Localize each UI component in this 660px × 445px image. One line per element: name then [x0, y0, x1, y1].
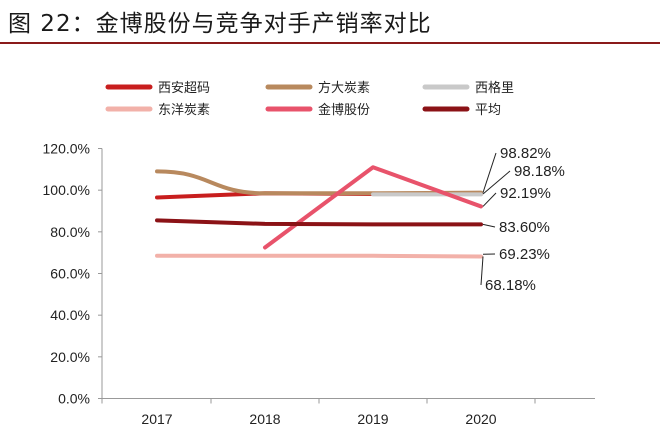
y-tick-label: 100.0% [43, 182, 90, 198]
annotation-leader [482, 223, 496, 228]
annotation-leader [482, 152, 497, 193]
legend-label: 金博股份 [318, 102, 370, 117]
annotation-leader [480, 256, 484, 286]
annotation-label: 92.19% [500, 185, 551, 202]
legend-label: 西安超码 [158, 80, 210, 95]
annotation-label: 69.23% [499, 246, 550, 263]
legend-label: 方大炭素 [318, 80, 370, 95]
y-tick-label: 80.0% [50, 224, 90, 240]
figure-title: 图 22：金博股份与竞争对手产销率对比 [8, 11, 432, 37]
legend-label: 东洋炭素 [158, 102, 210, 117]
annotation-leader [482, 192, 497, 207]
annotations: 98.82%98.18% 92.19% 83.60% 69.23% 68.18% [480, 145, 565, 294]
x-tick-label: 2018 [249, 411, 280, 427]
annotation-label: 68.18% [485, 277, 536, 294]
annotation-label: 98.18% [514, 163, 565, 180]
axes: 0.0% 20.0% 40.0% 60.0% 80.0% 100.0% 120.0% 2017… [43, 141, 595, 427]
x-tick-label: 2017 [141, 411, 172, 427]
annotation-label: 98.82% [500, 145, 551, 162]
annotation-leader [482, 170, 511, 195]
y-tick-label: 20.0% [50, 349, 90, 365]
annotation-label: 83.60% [499, 219, 550, 236]
series-line [155, 218, 483, 227]
y-tick-label: 120.0% [43, 141, 90, 157]
x-tick-label: 2019 [357, 411, 388, 427]
series-lines [155, 165, 483, 259]
series-line [263, 165, 483, 250]
series-line [155, 253, 483, 259]
legend-label: 平均 [475, 102, 501, 117]
y-tick-label: 0.0% [58, 391, 90, 407]
y-tick-label: 40.0% [50, 307, 90, 323]
x-tick-label: 2020 [465, 411, 496, 427]
legend-label: 西格里 [475, 80, 514, 95]
y-tick-label: 60.0% [50, 266, 90, 282]
title-divider [0, 42, 660, 44]
